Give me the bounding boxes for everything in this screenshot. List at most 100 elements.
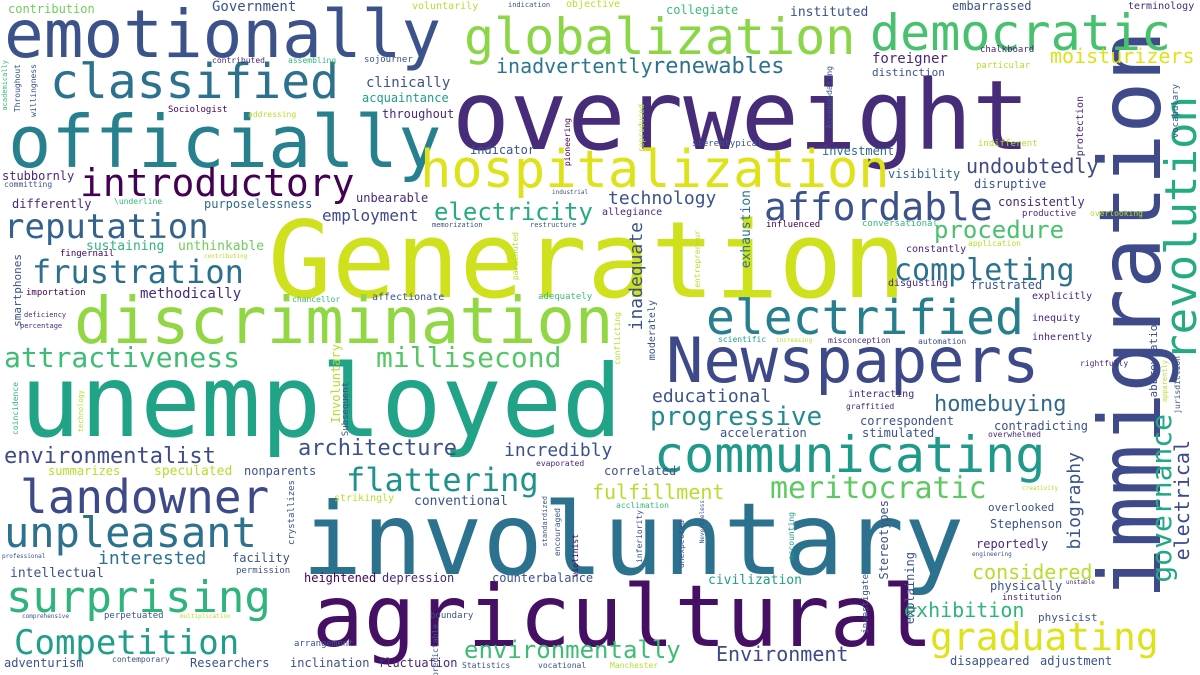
word-nevertheless: Nevertheless <box>699 500 706 544</box>
word-willingness: willingness <box>29 64 38 117</box>
word-importation: importation <box>26 288 86 298</box>
word-scientific: scientific <box>718 335 767 344</box>
word-parachuted: parachuted <box>511 232 520 281</box>
word-landowner: landowner <box>20 470 270 524</box>
word-stephenson: Stephenson <box>990 517 1063 531</box>
word-particular: particular <box>976 61 1031 71</box>
word-correlated: correlated <box>604 464 677 478</box>
word-intellectual: intellectual <box>10 566 104 581</box>
word-contribution: contribution <box>8 2 95 16</box>
word-vocational: vocational <box>538 661 587 670</box>
word-counterbalance: counterbalance <box>492 571 594 585</box>
word-civilization: civilization <box>708 573 802 588</box>
word-graduating: graduating <box>930 615 1159 659</box>
word-facility: facility <box>232 551 290 565</box>
word-frustrated: frustrated <box>970 278 1043 292</box>
word-employment: employment <box>322 206 419 225</box>
word-completing: completing <box>894 253 1075 288</box>
word-unstable: unstable <box>1066 579 1095 586</box>
word-productive: productive <box>1022 209 1077 219</box>
word-inferiority: inferiority <box>635 510 644 563</box>
word-contemporary: contemporary <box>112 655 170 664</box>
word-allegiance: allegiance <box>602 207 663 218</box>
word-visibility: visibility <box>888 167 961 181</box>
word-summarizes: summarizes <box>48 464 121 478</box>
word-distinction: distinction <box>872 66 945 79</box>
word-interested: interested <box>98 548 207 569</box>
word-progressive: progressive <box>650 402 823 432</box>
word-increasing: increasing <box>776 337 813 344</box>
word-manchester: Manchester <box>610 661 659 670</box>
word-renewables: renewables <box>652 54 785 79</box>
word-apparently: apparently <box>1161 360 1169 403</box>
word-throughout: throughout <box>382 107 455 121</box>
word-subsequent: Subsequent <box>341 382 351 437</box>
word-conversational: conversational <box>862 219 938 229</box>
word-methodically: methodically <box>140 286 242 302</box>
word-underline: \underline <box>114 197 163 206</box>
word-evaporated: evaporated <box>536 459 585 468</box>
word-stubbornly: stubbornly <box>2 169 75 183</box>
word-protection: protection <box>1075 96 1086 157</box>
word-government: Government <box>212 0 297 15</box>
word-physicist: physicist <box>1038 611 1098 624</box>
word-jurisdiction: jurisdiction <box>1173 356 1182 414</box>
word-fluctuation: fluctuation <box>378 656 458 670</box>
word-introductory: introductory <box>80 161 355 205</box>
word-inclination: inclination <box>290 656 370 670</box>
word-vocabulary: vocabulary <box>1171 84 1181 139</box>
word-correspondent: correspondent <box>860 414 954 428</box>
word-unthinkable: unthinkable <box>178 239 265 254</box>
word-homebuying: homebuying <box>934 392 1067 417</box>
word-exhaustion: exhaustion <box>739 190 754 269</box>
word-smartphones: smartphones <box>11 254 24 327</box>
word-predictable: predictable <box>431 624 440 675</box>
word-industrial: industrial <box>552 189 589 196</box>
word-electrical: electrical <box>1170 440 1194 561</box>
word-fulfillment: fulfillment <box>592 480 725 504</box>
word-indicator: indicator <box>470 143 536 157</box>
word-engineering: engineering <box>972 551 1012 558</box>
word-restructure: restructure <box>530 221 577 229</box>
word-inadequate: inadequate <box>626 222 647 331</box>
word-reproduced: reproduced <box>637 104 646 153</box>
word-democratic: democratic <box>870 4 1172 62</box>
word-foreigner: foreigner <box>872 51 948 67</box>
word-assembling: assembling <box>288 56 337 65</box>
word-deficiency: deficiency <box>24 311 67 319</box>
word-attractiveness: attractiveness <box>4 341 241 374</box>
word-millisecond: millisecond <box>376 341 562 374</box>
word-institution: institution <box>1002 593 1062 603</box>
word-accounting: accounting <box>787 512 796 561</box>
word-sustaining: sustaining <box>86 239 165 254</box>
word-procedure: procedure <box>934 216 1065 244</box>
word-environment: Environment <box>716 642 849 666</box>
word-contradicting: contradicting <box>994 419 1088 433</box>
word-agricultural: agricultural <box>312 567 934 667</box>
word-inadvertently: inadvertently <box>496 54 653 78</box>
word-permission: permission <box>236 566 291 576</box>
word-involuntary: involuntary <box>302 481 965 598</box>
word-discrimination: discrimination <box>74 285 614 359</box>
word-embarrassed: embarrassed <box>952 0 1032 13</box>
word-instituted: instituted <box>790 5 869 20</box>
word-sojourner: sojourner <box>364 55 413 65</box>
word-collegiate: collegiate <box>666 3 739 17</box>
word-professional: professional <box>2 553 46 560</box>
word-overwhelmed: overwhelmed <box>988 430 1041 439</box>
word-conventional: conventional <box>414 494 508 509</box>
word-newspapers: Newspapers <box>666 324 1040 397</box>
word-nonparents: nonparents <box>244 464 317 478</box>
word-overweight: overweight <box>452 60 1030 172</box>
word-environmentalist: environmentalist <box>4 444 216 469</box>
word-percentage: percentage <box>20 322 63 330</box>
word-voluntarily: voluntarily <box>412 1 479 12</box>
word-emotionally: emotionally <box>4 0 442 73</box>
word-conflicting: conflicting <box>613 312 622 365</box>
word-reportedly: reportedly <box>976 537 1049 551</box>
word-unbearable: unbearable <box>356 191 429 205</box>
word-biography: biography <box>1064 452 1085 550</box>
word-stimulated: stimulated <box>862 426 935 440</box>
word-explicitly: explicitly <box>1032 291 1093 302</box>
word-affectionate: affectionate <box>372 292 445 303</box>
